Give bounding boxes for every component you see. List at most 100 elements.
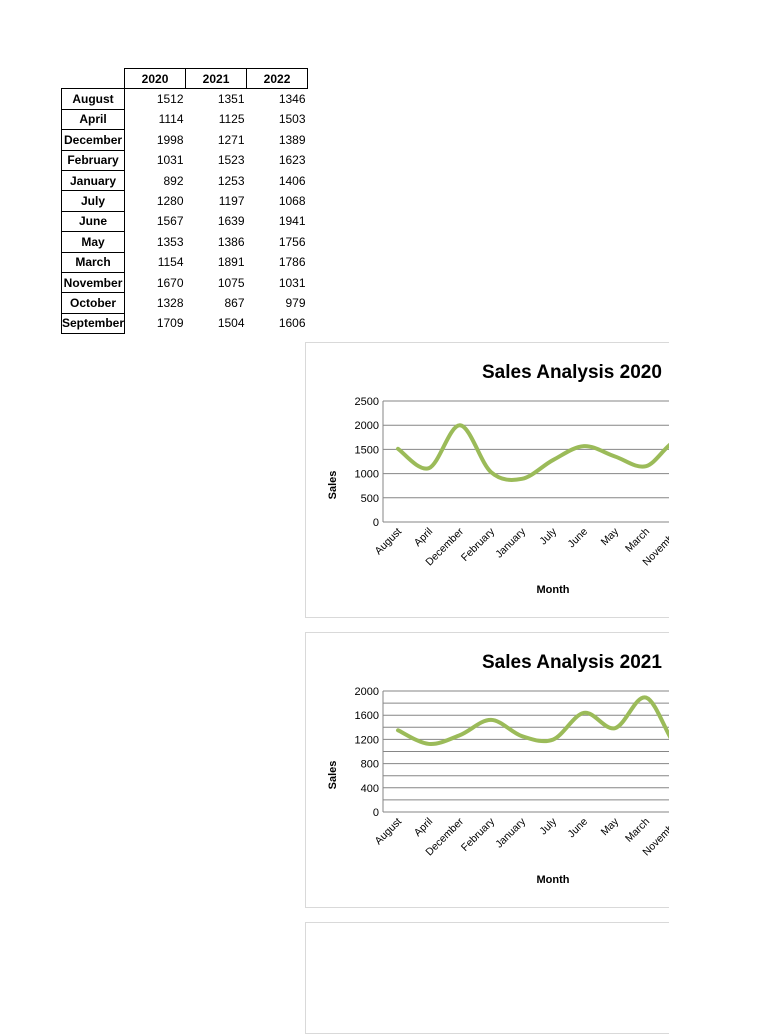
table-row: March 1154 1891 1786 xyxy=(60,251,308,273)
x-tick-label: August xyxy=(373,526,405,558)
value-cell: 1068 xyxy=(278,194,306,209)
value-cell: 1154 xyxy=(157,255,184,270)
value-cell: 1280 xyxy=(156,194,184,209)
header-2022: 2022 xyxy=(246,67,309,90)
series-line xyxy=(396,423,669,482)
value-cell: 1998 xyxy=(156,132,184,147)
chart-2021[interactable]: 0 400 800 1200 1600 2000 August April December Fe… xyxy=(305,632,669,908)
month-cell: February xyxy=(60,149,126,171)
x-tick-label: March xyxy=(623,816,652,845)
value-cell: 892 xyxy=(163,173,184,188)
table-row: April 1114 1125 1503 xyxy=(60,108,308,131)
y-tick-label: 2000 xyxy=(355,420,379,432)
value-cell: 1406 xyxy=(278,173,306,188)
value-cell: 1328 xyxy=(156,295,184,310)
x-tick-label: February xyxy=(459,525,498,564)
x-tick-label: January xyxy=(493,815,528,850)
value-cell: 1606 xyxy=(278,316,306,331)
value-cell: 1075 xyxy=(217,275,245,290)
value-cell: 1512 xyxy=(156,92,184,107)
value-cell: 1523 xyxy=(217,153,245,168)
value-cell: 1271 xyxy=(217,132,245,147)
table-row: July 1280 1197 1068 xyxy=(60,190,308,212)
x-tick-label: March xyxy=(623,526,652,555)
month-cell: December xyxy=(60,129,126,151)
value-cell: 1389 xyxy=(278,132,306,147)
value-cell: 1031 xyxy=(278,275,306,290)
value-cell: 867 xyxy=(224,295,245,310)
month-cell: June xyxy=(60,210,126,233)
y-tick-label: 2500 xyxy=(355,396,379,408)
x-tick-label: August xyxy=(373,816,405,848)
table-row: September 1709 1504 1606 xyxy=(60,312,308,335)
y-axis-title: Sales xyxy=(327,471,339,500)
value-cell: 1786 xyxy=(278,255,306,270)
y-tick-label: 500 xyxy=(361,493,379,505)
x-tick-label: April xyxy=(412,526,435,549)
x-tick-label: May xyxy=(599,815,622,838)
value-cell: 1125 xyxy=(218,112,245,127)
x-axis-title: Month xyxy=(537,874,570,886)
y-axis-title: Sales xyxy=(327,761,339,790)
value-cell: 1567 xyxy=(156,214,184,229)
chart-title: Sales Analysis 2020 xyxy=(482,362,662,383)
value-cell: 1114 xyxy=(158,112,184,127)
y-tick-label: 400 xyxy=(361,783,379,795)
value-cell: 1253 xyxy=(217,173,245,188)
month-cell: September xyxy=(60,312,126,335)
x-axis-title: Month xyxy=(537,584,570,596)
month-cell: August xyxy=(60,88,126,110)
month-cell: May xyxy=(60,231,126,253)
month-cell: July xyxy=(60,190,126,212)
x-tick-label: April xyxy=(412,816,435,839)
month-cell: March xyxy=(60,251,126,273)
value-cell: 1353 xyxy=(156,234,184,249)
chart-title: Sales Analysis 2021 xyxy=(482,652,662,673)
value-cell: 1351 xyxy=(217,92,245,107)
value-cell: 979 xyxy=(285,295,306,310)
table-row: February 1031 1523 1623 xyxy=(60,149,308,171)
chart-2020[interactable]: 0 500 1000 1500 2000 2500 August April December F… xyxy=(305,342,669,618)
x-tick-label: June xyxy=(566,816,591,841)
table-row: December 1998 1271 1389 xyxy=(60,129,308,151)
x-tick-label: May xyxy=(599,525,622,548)
table-header-row: 2020 2021 2022 xyxy=(62,67,309,90)
value-cell: 1031 xyxy=(156,153,184,168)
table-row: November 1670 1075 1031 xyxy=(60,271,308,294)
chart-2022[interactable] xyxy=(305,922,669,1034)
month-cell: April xyxy=(60,108,126,131)
month-cell: October xyxy=(60,292,126,314)
value-cell: 1941 xyxy=(278,214,306,229)
value-cell: 1639 xyxy=(217,214,245,229)
value-cell: 1709 xyxy=(156,316,184,331)
table-row: January 892 1253 1406 xyxy=(60,169,308,192)
value-cell: 1623 xyxy=(278,153,306,168)
y-tick-label: 800 xyxy=(361,759,379,771)
x-tick-label: January xyxy=(493,525,528,560)
y-tick-label: 0 xyxy=(373,517,379,529)
y-tick-label: 0 xyxy=(373,807,379,819)
series-line xyxy=(396,695,669,746)
y-tick-label: 1600 xyxy=(355,710,379,722)
y-tick-label: 1200 xyxy=(355,734,379,746)
value-cell: 1504 xyxy=(217,316,245,331)
value-cell: 1756 xyxy=(278,234,306,249)
value-cell: 1503 xyxy=(278,112,306,127)
x-tick-label: February xyxy=(459,815,498,854)
table-row: August 1512 1351 1346 xyxy=(60,88,308,110)
value-cell: 1197 xyxy=(218,194,245,209)
y-tick-label: 2000 xyxy=(355,686,379,698)
table-row: October 1328 867 979 xyxy=(60,292,308,314)
header-2020: 2020 xyxy=(124,67,187,90)
header-2021: 2021 xyxy=(185,67,248,90)
sales-table: 2020 2021 2022 August 1512 1351 1346 April 11… xyxy=(60,67,309,335)
value-cell: 1386 xyxy=(217,234,245,249)
value-cell: 1346 xyxy=(278,92,306,107)
y-tick-label: 1000 xyxy=(355,469,379,481)
table-row: May 1353 1386 1756 xyxy=(60,231,308,253)
month-cell: November xyxy=(60,271,126,294)
value-cell: 1670 xyxy=(156,275,184,290)
x-tick-label: June xyxy=(566,526,591,551)
x-tick-label: July xyxy=(537,525,559,547)
y-tick-label: 1500 xyxy=(355,444,379,456)
